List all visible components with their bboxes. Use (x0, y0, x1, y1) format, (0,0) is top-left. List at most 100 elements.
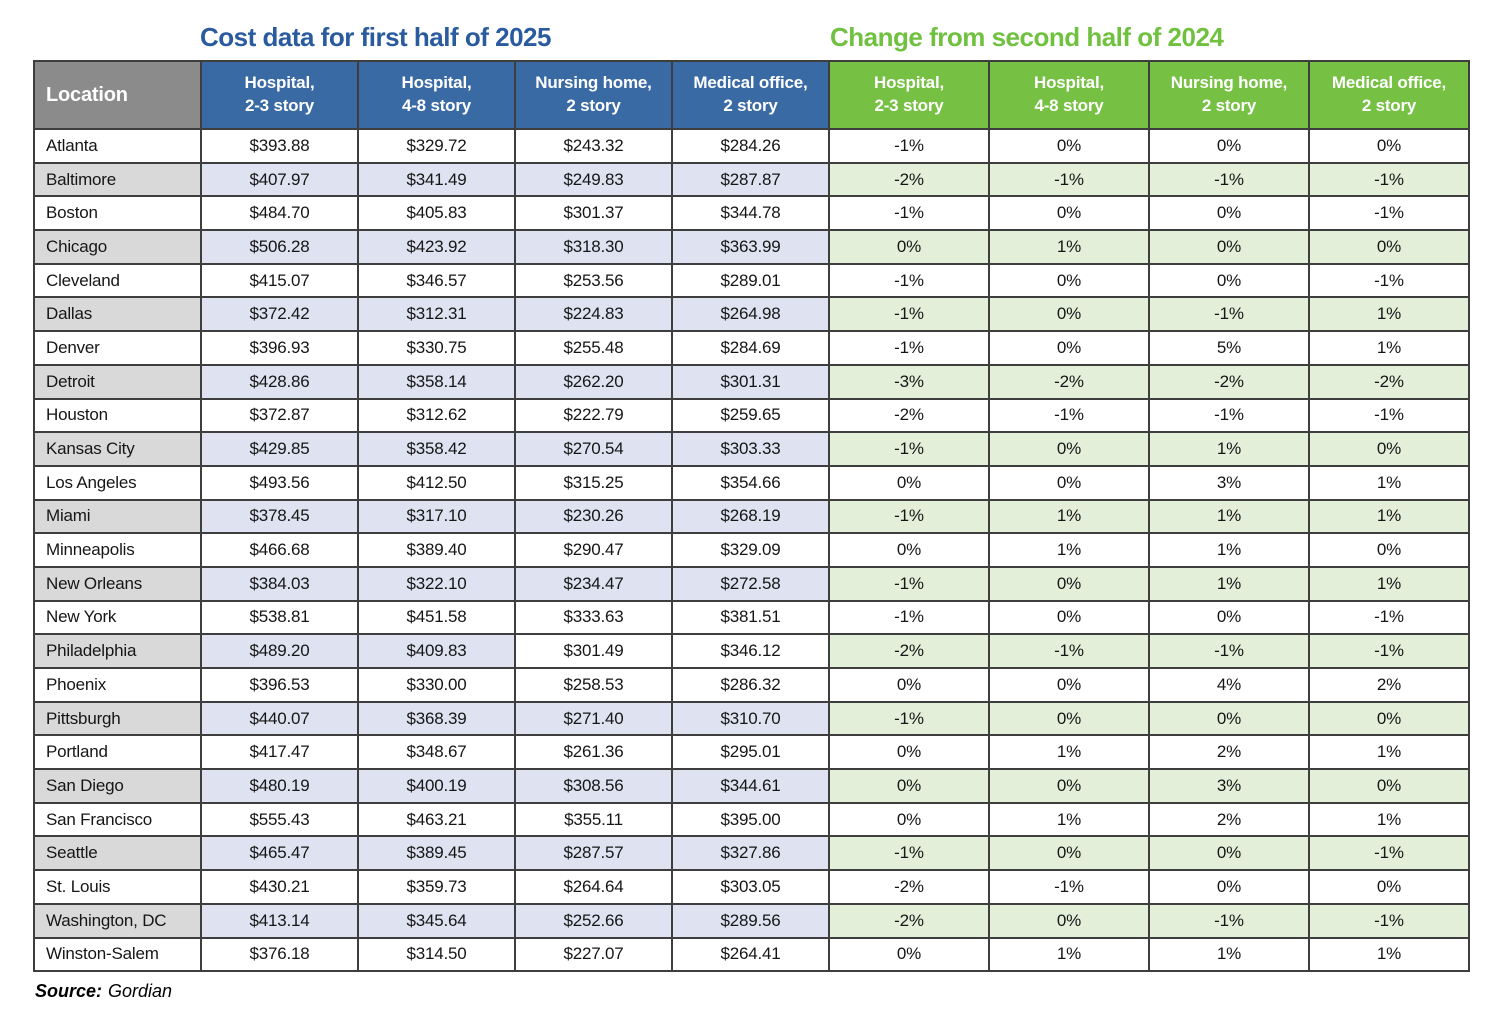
cost-cell: $252.66 (514, 902, 673, 939)
header-line: 2 story (1201, 96, 1257, 115)
cost-cell: $372.87 (200, 397, 359, 434)
cost-cell: $407.97 (200, 161, 359, 198)
change-cell: -1% (828, 330, 990, 366)
table-row: Kansas City $429.85 $358.42 $270.54 $303.33-… (33, 431, 1470, 467)
location-cell: Philadelphia (33, 633, 202, 669)
change-cell: 1% (1148, 532, 1310, 568)
cost-cell: $359.73 (357, 869, 516, 905)
cost-cell: $329.72 (357, 128, 516, 164)
cost-cell: $264.41 (671, 936, 830, 973)
change-header: Nursing home, 2 story (1148, 60, 1310, 130)
table-row: Dallas $372.42 $312.31 $224.83 $264.98 -1% 0% -… (33, 296, 1470, 333)
cost-cell: $423.92 (357, 229, 516, 265)
location-cell: Houston (33, 397, 202, 434)
change-cell: -1% (1308, 902, 1470, 939)
cost-cell: $329.09 (671, 532, 830, 568)
table-row: Cleveland $415.07 $346.57 $253.56 $289.01 -1%… (33, 262, 1470, 299)
cost-cell: $230.26 (514, 498, 673, 535)
change-cell: -1% (1148, 902, 1310, 939)
change-cell: 0% (1148, 195, 1310, 232)
change-cell: 3% (1148, 768, 1310, 804)
cost-cell: $555.43 (200, 801, 359, 838)
header-line: Hospital, (401, 73, 472, 93)
cost-cell: $389.45 (357, 835, 516, 872)
cost-cell: $393.88 (200, 128, 359, 164)
change-cell: -1% (828, 599, 990, 636)
location-cell: Chicago (33, 229, 202, 265)
cost-cell: $396.53 (200, 667, 359, 703)
cost-cell: $344.78 (671, 195, 830, 232)
cost-header: Hospital, 4-8 story (357, 60, 516, 130)
header-line: 2 story (723, 96, 778, 115)
table-row: St. Louis $430.21 $359.73 $264.64 $303.05 -2%… (33, 869, 1470, 905)
cost-cell: $272.58 (671, 565, 830, 602)
location-cell: Denver (33, 330, 202, 366)
table-row: Chicago $506.28 $423.92 $318.30 $363.99 0% 1% 0… (33, 229, 1470, 265)
change-cell: 1% (1308, 296, 1470, 333)
table-row: San Diego $480.19 $400.19 $308.56 $344.61 0% 0… (33, 768, 1470, 804)
cost-cell: $222.79 (514, 397, 673, 434)
cost-cell: $400.19 (357, 768, 516, 804)
cost-cell: $268.19 (671, 498, 830, 535)
cost-cell: $395.00 (671, 801, 830, 838)
cost-cell: $363.99 (671, 229, 830, 265)
table-row: Washington, DC $413.14 $345.64 $252.66 $289.… (33, 902, 1470, 939)
source-value: Gordian (108, 981, 173, 1001)
change-cell: 1% (1308, 801, 1470, 838)
change-cell: 0% (988, 902, 1150, 939)
cost-cell: $258.53 (514, 667, 673, 703)
cost-cell: $538.81 (200, 599, 359, 636)
cost-cell: $409.83 (357, 633, 516, 669)
change-cell: 1% (1308, 734, 1470, 771)
cost-cell: $355.11 (514, 801, 673, 838)
change-cell: -3% (828, 363, 990, 400)
cost-cell: $270.54 (514, 431, 673, 467)
change-cell: -1% (828, 262, 990, 299)
cost-cell: $480.19 (200, 768, 359, 804)
table-row: Los Angeles $493.56 $412.50 $315.25 $354.66 0… (33, 464, 1470, 501)
header-line: Hospital, (1034, 73, 1104, 93)
change-cell: 0% (988, 464, 1150, 501)
table-row: Philadelphia $489.20 $409.83 $301.49 $346.12… (33, 633, 1470, 669)
cost-cell: $322.10 (357, 565, 516, 602)
header-row: Location Hospital, 2-3 story Hospital, 4… (33, 60, 1470, 130)
change-cell: 0% (988, 262, 1150, 299)
change-cell: 0% (1308, 869, 1470, 905)
change-cell: -2% (828, 633, 990, 669)
cost-cell: $346.57 (357, 262, 516, 299)
cost-cell: $466.68 (200, 532, 359, 568)
header-line: 2-3 story (244, 96, 315, 115)
cost-cell: $318.30 (514, 229, 673, 265)
change-cell: -1% (828, 498, 990, 535)
table-row: Winston-Salem $376.18 $314.50 $227.07 $264.4… (33, 936, 1470, 973)
change-cell: 1% (988, 801, 1150, 838)
header-line: 2 story (566, 96, 621, 115)
location-cell: Atlanta (33, 128, 202, 164)
cost-cell: $489.20 (200, 633, 359, 669)
change-cell: 0% (828, 801, 990, 838)
change-cell: 1% (1148, 565, 1310, 602)
change-cell: 0% (988, 195, 1150, 232)
cost-section-title: Cost data for first half of 2025 (200, 22, 551, 52)
table-row: Detroit $428.86 $358.14 $262.20 $301.31 -3% -2… (33, 363, 1470, 400)
change-cell: 2% (1308, 667, 1470, 703)
cost-cell: $249.83 (514, 161, 673, 198)
change-header: Medical office, 2 story (1308, 60, 1470, 130)
change-cell: 0% (1308, 532, 1470, 568)
cost-cell: $301.31 (671, 363, 830, 400)
cost-cell: $284.26 (671, 128, 830, 164)
change-cell: 0% (1148, 700, 1310, 737)
cost-cell: $264.64 (514, 869, 673, 905)
change-cell: 1% (1148, 431, 1310, 467)
change-header: Hospital, 4-8 story (988, 60, 1150, 130)
change-cell: 0% (988, 128, 1150, 164)
change-cell: 1% (1148, 498, 1310, 535)
header-line: 2 story (1361, 96, 1417, 115)
change-cell: 1% (988, 532, 1150, 568)
change-cell: 1% (1308, 464, 1470, 501)
cost-cell: $301.37 (514, 195, 673, 232)
change-cell: -1% (828, 296, 990, 333)
header-line: Medical office, (1331, 73, 1447, 93)
change-cell: -1% (988, 869, 1150, 905)
